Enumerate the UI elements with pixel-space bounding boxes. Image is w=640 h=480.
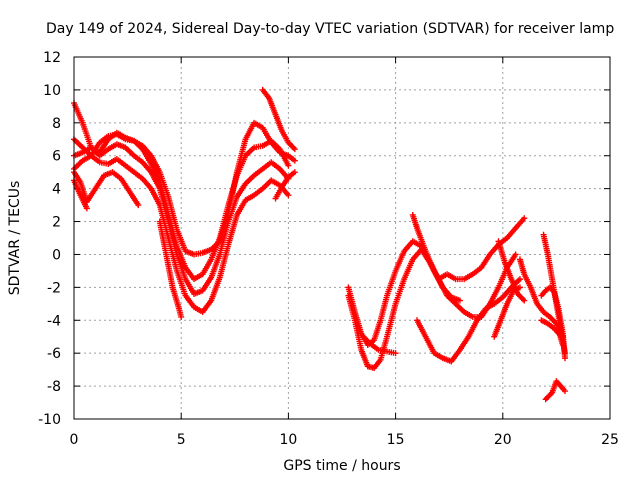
grid-layer xyxy=(74,57,610,419)
data-point xyxy=(291,169,298,176)
x-axis-label: GPS time / hours xyxy=(283,458,400,474)
series-track-7 xyxy=(156,218,185,320)
y-tick-label: 4 xyxy=(52,182,61,198)
x-tick-label: 25 xyxy=(601,432,619,448)
data-point xyxy=(285,192,292,199)
data-point xyxy=(521,297,528,304)
series-track-19 xyxy=(540,231,568,357)
series-track-4 xyxy=(71,152,292,316)
series-track-21 xyxy=(542,378,568,403)
series-track-5 xyxy=(71,169,142,209)
x-tick-label: 0 xyxy=(70,432,79,448)
series-track-8 xyxy=(259,86,298,153)
plot-border xyxy=(73,56,611,420)
x-tick-label: 15 xyxy=(387,432,405,448)
series-track-13 xyxy=(409,211,463,304)
y-tick-label: 8 xyxy=(52,116,61,132)
chart-title: Day 149 of 2024, Sidereal Day-to-day VTE… xyxy=(46,21,614,37)
y-tick-label: 10 xyxy=(43,83,61,99)
data-point xyxy=(561,388,568,395)
data-point xyxy=(291,146,298,153)
data-point xyxy=(516,276,523,283)
data-point xyxy=(83,205,90,212)
y-tick-label: 0 xyxy=(52,247,61,263)
data-point xyxy=(392,350,399,357)
data-point xyxy=(521,215,528,222)
series-track-12 xyxy=(360,333,399,357)
series-track-6 xyxy=(71,177,90,212)
series-track-16 xyxy=(495,238,528,304)
series-track-3 xyxy=(71,141,292,297)
data-point xyxy=(561,350,568,357)
data-layer xyxy=(71,86,568,403)
x-tick-label: 20 xyxy=(494,432,512,448)
series-track-14 xyxy=(414,276,523,365)
series-track-20 xyxy=(538,317,566,340)
data-point xyxy=(559,333,566,340)
y-tick-label: -6 xyxy=(47,346,61,362)
y-tick-label: -10 xyxy=(38,412,61,428)
data-point xyxy=(285,162,292,169)
y-tick-label: -2 xyxy=(47,280,61,296)
data-point xyxy=(516,284,523,291)
data-point xyxy=(456,297,463,304)
y-tick-label: 12 xyxy=(43,50,61,66)
tick-layer: 0 5 10 15 20 25 -10 -8 -6 -4 -2 0 2 4 6 8 10 12 xyxy=(38,50,619,448)
y-tick-label: -8 xyxy=(47,379,61,395)
data-point xyxy=(291,157,298,164)
y-tick-label: -4 xyxy=(47,313,61,329)
x-tick-label: 10 xyxy=(279,432,297,448)
series-track-1 xyxy=(71,100,298,258)
y-axis-label: SDTVAR / TECUs xyxy=(7,181,23,296)
series-track-9 xyxy=(272,169,298,202)
x-tick-label: 5 xyxy=(177,432,186,448)
y-tick-label: 6 xyxy=(52,149,61,165)
data-point xyxy=(135,202,142,209)
y-tick-label: 2 xyxy=(52,215,61,231)
data-point xyxy=(178,313,185,320)
data-point xyxy=(512,251,519,258)
